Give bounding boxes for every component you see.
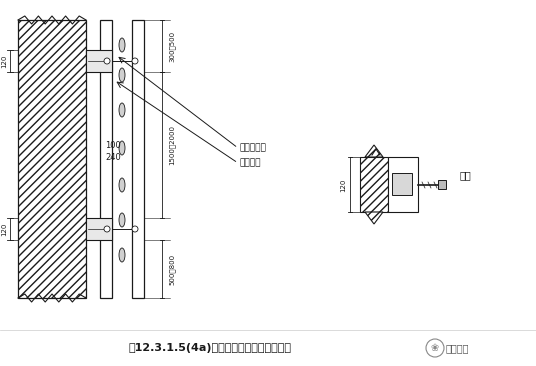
Ellipse shape xyxy=(119,178,125,192)
Bar xyxy=(100,20,112,298)
Text: 240: 240 xyxy=(105,153,121,161)
Ellipse shape xyxy=(119,38,125,52)
Text: 预制砌块: 预制砌块 xyxy=(240,158,262,168)
Text: 焊接: 焊接 xyxy=(460,170,472,180)
Bar xyxy=(360,157,388,212)
Bar xyxy=(388,157,418,212)
Text: 120: 120 xyxy=(340,178,346,192)
Text: 1500～2000: 1500～2000 xyxy=(169,125,175,165)
Bar xyxy=(18,20,86,298)
Text: ❀: ❀ xyxy=(431,343,439,353)
Text: 工字钢立柱: 工字钢立柱 xyxy=(240,143,267,153)
Polygon shape xyxy=(365,212,383,224)
Circle shape xyxy=(104,226,110,232)
Bar xyxy=(392,173,412,195)
Polygon shape xyxy=(365,145,383,157)
Bar xyxy=(438,180,446,189)
Circle shape xyxy=(426,339,444,357)
Text: 电工技术: 电工技术 xyxy=(445,343,469,353)
Circle shape xyxy=(132,58,138,64)
Text: 图12.3.1.5(4a)工字钢立柱用预制砌块侧装: 图12.3.1.5(4a)工字钢立柱用预制砌块侧装 xyxy=(129,343,292,353)
Ellipse shape xyxy=(119,248,125,262)
Ellipse shape xyxy=(119,68,125,82)
Circle shape xyxy=(104,58,110,64)
Text: 500～800: 500～800 xyxy=(169,253,175,284)
Bar xyxy=(132,20,144,298)
Ellipse shape xyxy=(119,141,125,155)
Text: 120: 120 xyxy=(1,222,7,236)
Ellipse shape xyxy=(119,103,125,117)
Text: 120: 120 xyxy=(1,54,7,68)
Bar xyxy=(86,218,112,240)
Bar xyxy=(86,50,112,72)
Text: 100: 100 xyxy=(105,141,121,149)
Ellipse shape xyxy=(119,213,125,227)
Circle shape xyxy=(132,226,138,232)
Text: 300～500: 300～500 xyxy=(169,30,175,61)
